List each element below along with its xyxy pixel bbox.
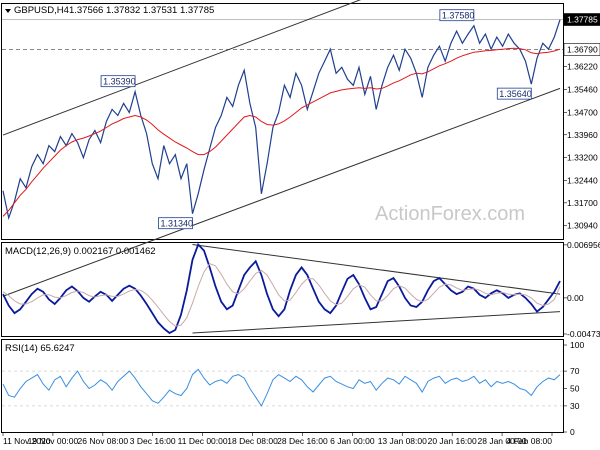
pivot-label: 1.35390 [103,77,136,87]
time-tick-label: 13 Jan 08:00 [378,436,427,446]
macd-triangle [192,244,561,334]
reference-price-box [563,43,600,56]
time-tick-label: 4 Feb 08:00 [507,436,553,446]
time-tick-label: 28 Dec 16:00 [277,436,328,446]
time-tick-label: 20 Jan 16:00 [428,436,477,446]
price-header: GBPUSD,H4 1.37566 1.37832 1.37531 1.3778… [5,5,214,16]
price-annotations: 1.35390 1.31340 1.37580 1.35640 [100,9,532,230]
macd-tick-label: 0.00 [567,293,584,303]
macd-tick-label: -0.004736 [567,329,600,339]
price-tick-label: 1.33200 [567,153,598,163]
rsi-tick-label: 100 [570,340,584,350]
rsi-line [2,368,561,407]
price-tick-label: 1.37785 [567,15,598,25]
channel-lower-line [2,87,561,297]
price-tick-label: 1.36220 [567,62,598,72]
time-tick-label: 19 Nov 00:00 [28,436,79,446]
price-axis: 1.37785 1.36790 1.36220 1.35460 1.34700 1.339… [563,13,600,231]
macd-series-group [2,242,561,335]
macd-axis: 0.006956 0.00 -0.004736 [563,240,600,339]
rsi-label: RSI(14) 65.6247 [5,343,75,354]
pivot-label: 1.31340 [160,219,193,229]
price-panel-frame [1,3,564,240]
rsi-tick-label: 50 [570,384,580,394]
rsi-tick-label: 30 [570,401,580,411]
time-tick-label: 3 Dec 16:00 [130,436,176,446]
rsi-series-group [2,368,561,407]
price-tick-label: 1.34700 [567,107,598,117]
time-tick-label: 6 Jan 00:00 [330,436,375,446]
rsi-tick-label: 70 [570,366,580,376]
pivot-label-box [100,75,136,88]
price-tick-label: 1.33960 [567,130,598,140]
pivot-label-box [439,9,475,22]
rsi-tick-label: 0 [570,427,575,437]
price-line [2,19,561,221]
time-tick-label: 11 Nov 2020 [3,436,51,446]
macd-line [2,242,561,335]
symbol-label: GBPUSD,H4 [14,5,69,16]
price-tick-label: 1.36790 [567,44,598,54]
price-tick-label: 1.35460 [567,85,598,95]
rsi-panel-frame [1,339,564,433]
ohlc-label: 1.37566 1.37832 1.37531 1.37785 [69,5,214,16]
channel-upper-line [2,0,362,136]
time-tick-label: 11 Dec 00:00 [178,436,228,446]
macd-label: MACD(12,26,9) 0.002167 0.001462 [5,246,156,257]
price-tick-label: 1.32440 [567,176,598,186]
rsi-axis: 100 70 50 30 0 [563,340,584,437]
macd-lower-trendline [192,311,561,334]
price-tick-label: 1.31700 [567,198,598,208]
pivot-label-box [158,217,193,230]
collapse-triangle-icon [5,9,11,13]
pivot-label-box [496,87,532,100]
macd-signal-line [2,262,561,327]
time-tick-label: 28 Jan 00:00 [478,436,527,446]
time-tick-label: 18 Dec 08:00 [227,436,278,446]
watermark: ActionForex.com [375,203,525,225]
pivot-label: 1.35640 [499,89,532,99]
macd-tick-label: 0.006956 [567,240,600,250]
pivot-label: 1.37580 [442,11,475,21]
moving-average-line [2,47,561,217]
macd-upper-trendline [192,244,561,295]
macd-panel-frame [1,242,564,337]
price-channel [2,0,561,297]
current-price-box [563,13,600,26]
price-series-group [2,19,561,221]
price-tick-label: 1.30940 [567,221,598,231]
time-tick-label: 26 Nov 08:00 [78,436,129,446]
